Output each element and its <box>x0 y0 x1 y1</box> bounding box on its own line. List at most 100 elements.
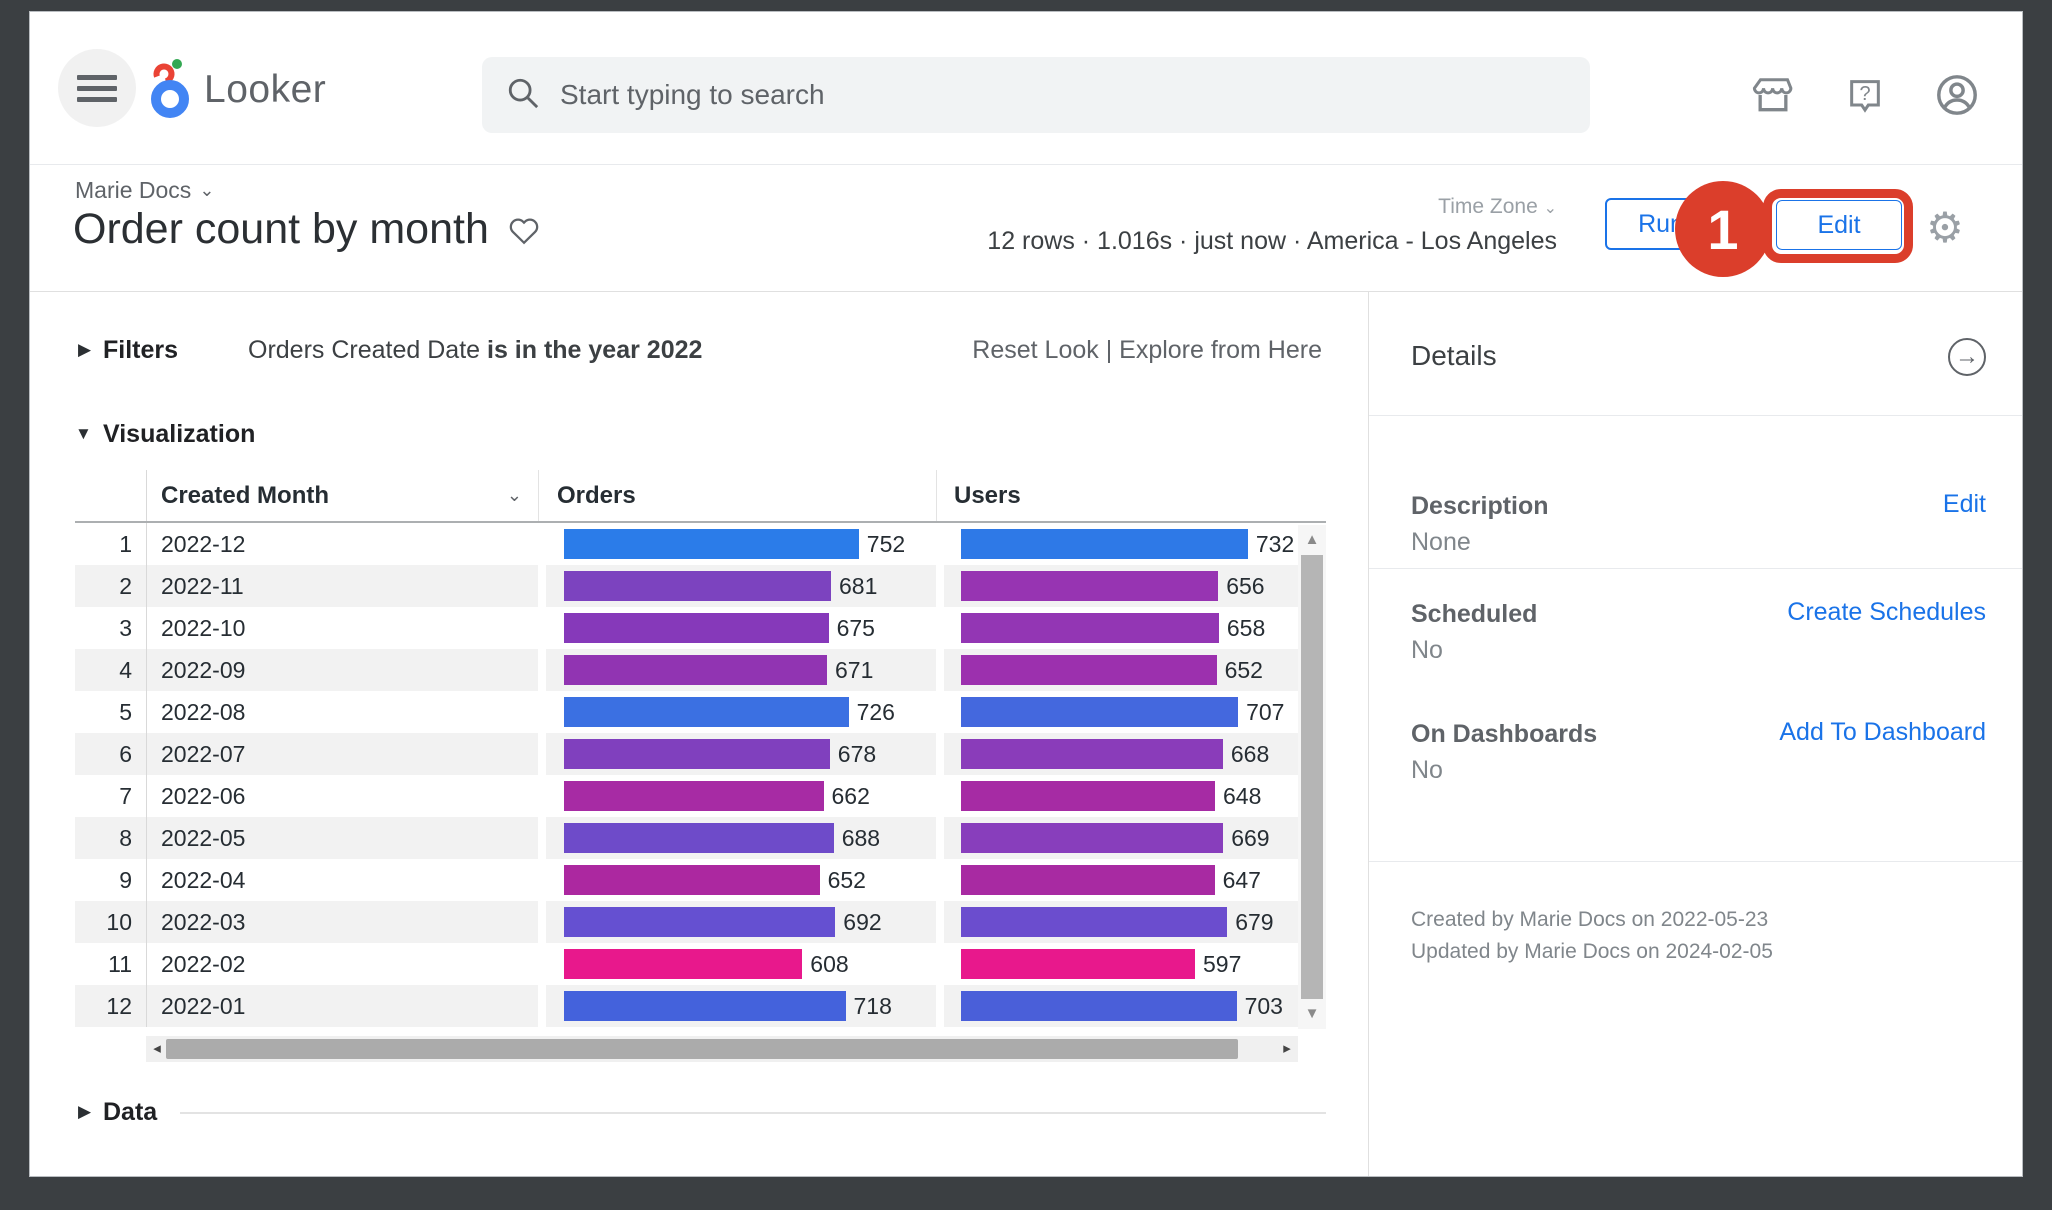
horizontal-scroll-thumb[interactable] <box>166 1039 1238 1059</box>
account-icon[interactable] <box>1934 72 1980 118</box>
cell-orders[interactable]: 726 <box>538 691 936 733</box>
marketplace-icon[interactable] <box>1750 72 1796 118</box>
add-to-dashboard-link[interactable]: Add To Dashboard <box>1779 718 1986 746</box>
table-row[interactable]: 6 2022-07 678 668 <box>75 733 1326 775</box>
orders-bar <box>564 739 830 769</box>
orders-bar <box>564 991 846 1021</box>
search-bar[interactable] <box>482 57 1590 133</box>
table-row[interactable]: 7 2022-06 662 648 <box>75 775 1326 817</box>
scroll-down-icon[interactable]: ▼ <box>1304 1005 1320 1022</box>
cell-users[interactable]: 652 <box>936 649 1298 691</box>
cell-users[interactable]: 597 <box>936 943 1298 985</box>
cell-orders[interactable]: 662 <box>538 775 936 817</box>
orders-bar <box>564 655 827 685</box>
svg-text:?: ? <box>1859 83 1870 105</box>
look-toolbar: Marie Docs ⌄ Order count by month Time Z… <box>30 165 2022 292</box>
cell-users[interactable]: 679 <box>936 901 1298 943</box>
orders-value: 752 <box>866 530 906 557</box>
table-row[interactable]: 4 2022-09 671 652 <box>75 649 1326 691</box>
breadcrumb[interactable]: Marie Docs ⌄ <box>75 177 214 204</box>
row-index: 8 <box>119 824 132 851</box>
cell-users[interactable]: 656 <box>936 565 1298 607</box>
table-row[interactable]: 2 2022-11 681 656 <box>75 565 1326 607</box>
edit-button[interactable]: Edit <box>1776 200 1902 250</box>
cell-users[interactable]: 703 <box>936 985 1298 1027</box>
on-dashboards-label: On Dashboards <box>1411 720 1598 748</box>
reset-look-link[interactable]: Reset Look <box>972 336 1099 364</box>
breadcrumb-label: Marie Docs <box>75 177 192 203</box>
cell-orders[interactable]: 675 <box>538 607 936 649</box>
users-value: 679 <box>1235 908 1274 935</box>
cell-orders[interactable]: 678 <box>538 733 936 775</box>
cell-users[interactable]: 648 <box>936 775 1298 817</box>
table-row[interactable]: 9 2022-04 652 647 <box>75 859 1326 901</box>
hamburger-menu-button[interactable] <box>58 49 136 127</box>
table-row[interactable]: 3 2022-10 675 658 <box>75 607 1326 649</box>
orders-bar <box>564 949 803 979</box>
table-row[interactable]: 10 2022-03 692 679 <box>75 901 1326 943</box>
looker-logo[interactable]: Looker <box>150 58 326 122</box>
help-icon[interactable]: ? <box>1842 72 1888 118</box>
users-value: 668 <box>1230 740 1270 767</box>
favorite-heart-icon[interactable] <box>507 214 541 246</box>
scroll-left-icon[interactable]: ◂ <box>153 1040 161 1057</box>
column-header-users[interactable]: Users <box>936 470 1298 521</box>
orders-header-label: Orders <box>557 481 636 509</box>
orders-value: 718 <box>853 992 892 1019</box>
visualization-toggle[interactable]: Visualization <box>103 420 256 448</box>
cell-created-month: 2022-06 <box>146 775 538 817</box>
cell-orders[interactable]: 652 <box>538 859 936 901</box>
cell-orders[interactable]: 671 <box>538 649 936 691</box>
orders-bar <box>564 697 849 727</box>
users-bar <box>961 991 1237 1021</box>
table-row[interactable]: 5 2022-08 726 707 <box>75 691 1326 733</box>
cell-created-month: 2022-02 <box>146 943 538 985</box>
cell-orders[interactable]: 752 <box>538 523 936 565</box>
edit-description-link[interactable]: Edit <box>1942 490 1986 518</box>
cell-orders[interactable]: 692 <box>538 901 936 943</box>
column-header-orders[interactable]: Orders <box>538 470 936 521</box>
row-number-header <box>75 470 146 521</box>
cell-users[interactable]: 668 <box>936 733 1298 775</box>
data-toggle[interactable]: Data <box>103 1098 158 1126</box>
cell-users[interactable]: 669 <box>936 817 1298 859</box>
create-schedules-link[interactable]: Create Schedules <box>1787 598 1986 626</box>
timezone-dropdown[interactable]: Time Zone ⌄ <box>987 195 1557 219</box>
orders-bar <box>564 613 829 643</box>
cell-users[interactable]: 707 <box>936 691 1298 733</box>
table-row[interactable]: 11 2022-02 608 597 <box>75 943 1326 985</box>
cell-created-month: 2022-11 <box>146 565 538 607</box>
divider <box>1369 861 2022 862</box>
open-details-arrow-icon[interactable]: → <box>1948 338 1986 376</box>
cell-created-month: 2022-08 <box>146 691 538 733</box>
orders-value: 692 <box>843 908 882 935</box>
cell-users[interactable]: 647 <box>936 859 1298 901</box>
table-row[interactable]: 12 2022-01 718 703 <box>75 985 1326 1027</box>
filters-toggle[interactable]: Filters <box>103 336 179 364</box>
table-row[interactable]: 8 2022-05 688 669 <box>75 817 1326 859</box>
orders-bar <box>564 865 820 895</box>
cell-orders[interactable]: 718 <box>538 985 936 1027</box>
cell-orders[interactable]: 681 <box>538 565 936 607</box>
column-header-created-month[interactable]: Created Month ⌄ <box>146 470 538 521</box>
on-dashboards-value: No <box>1411 756 1443 784</box>
cell-orders[interactable]: 608 <box>538 943 936 985</box>
users-bar <box>961 697 1239 727</box>
gear-icon[interactable]: ⚙ <box>1922 205 1968 251</box>
table-row[interactable]: 1 2022-12 752 732 <box>75 523 1326 565</box>
orders-bar <box>564 907 836 937</box>
explore-from-here-link[interactable]: Explore from Here <box>1119 336 1322 364</box>
cell-users[interactable]: 658 <box>936 607 1298 649</box>
table-visualization: Created Month ⌄ Orders Users 1 2022-12 752… <box>75 470 1326 1062</box>
cell-users[interactable]: 732 <box>936 523 1298 565</box>
users-bar <box>961 949 1195 979</box>
cell-orders[interactable]: 688 <box>538 817 936 859</box>
vertical-scrollbar[interactable]: ▲ ▼ <box>1298 525 1326 1029</box>
scroll-up-icon[interactable]: ▲ <box>1304 531 1320 548</box>
vertical-scroll-thumb[interactable] <box>1301 555 1323 999</box>
scheduled-value: No <box>1411 636 1443 664</box>
run-button[interactable]: Run <box>1605 198 1717 250</box>
search-input[interactable] <box>560 79 1566 111</box>
scroll-right-icon[interactable]: ▸ <box>1283 1040 1291 1057</box>
horizontal-scrollbar[interactable]: ◂ ▸ <box>146 1036 1298 1062</box>
